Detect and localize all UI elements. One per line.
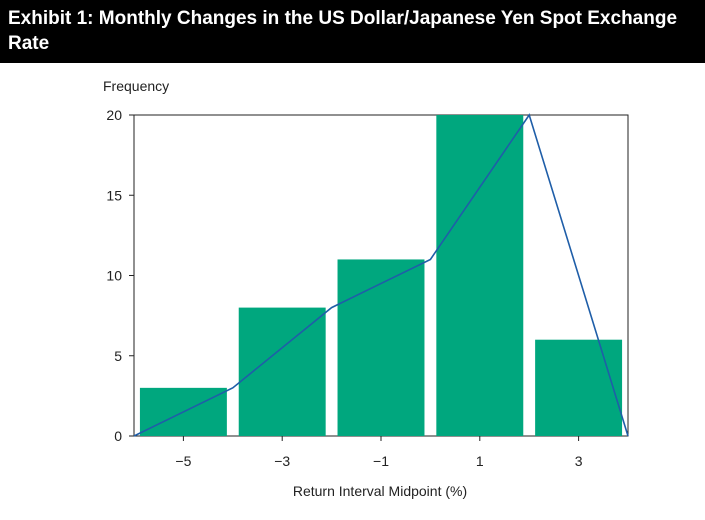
y-tick-label-2: 10 xyxy=(106,268,122,284)
x-tick-label-0: −5 xyxy=(175,453,191,469)
y-axis-label: Frequency xyxy=(103,78,169,94)
y-ticks-group: 0 5 10 15 20 xyxy=(106,107,134,444)
exhibit-title: Exhibit 1: Monthly Changes in the US Dol… xyxy=(8,8,678,54)
x-tick-label-1: −3 xyxy=(274,453,290,469)
y-tick-label-0: 0 xyxy=(114,428,122,444)
bar-3 xyxy=(436,115,524,436)
y-tick-label-1: 5 xyxy=(114,348,122,364)
x-axis-label: Return Interval Midpoint (%) xyxy=(293,483,467,499)
bars-group xyxy=(139,115,623,436)
y-tick-label-3: 15 xyxy=(106,187,122,203)
x-tick-label-4: 3 xyxy=(575,453,583,469)
frequency-polygon-group xyxy=(133,113,629,437)
frequency-polygon-line xyxy=(133,113,629,437)
chart-svg: Frequency 0 5 10 15 20 −5 −3 −1 1 3 Return Inter… xyxy=(103,78,629,499)
x-tick-label-3: 1 xyxy=(476,453,484,469)
bar-2 xyxy=(337,259,425,436)
exhibit-header: Exhibit 1: Monthly Changes in the US Dol… xyxy=(0,0,705,63)
bar-4 xyxy=(535,339,623,436)
x-ticks-group: −5 −3 −1 1 3 xyxy=(175,436,583,469)
y-tick-label-4: 20 xyxy=(106,107,122,123)
x-tick-label-2: −1 xyxy=(373,453,389,469)
histogram-chart: Frequency 0 5 10 15 20 −5 −3 −1 1 3 Return Inter… xyxy=(0,63,705,515)
